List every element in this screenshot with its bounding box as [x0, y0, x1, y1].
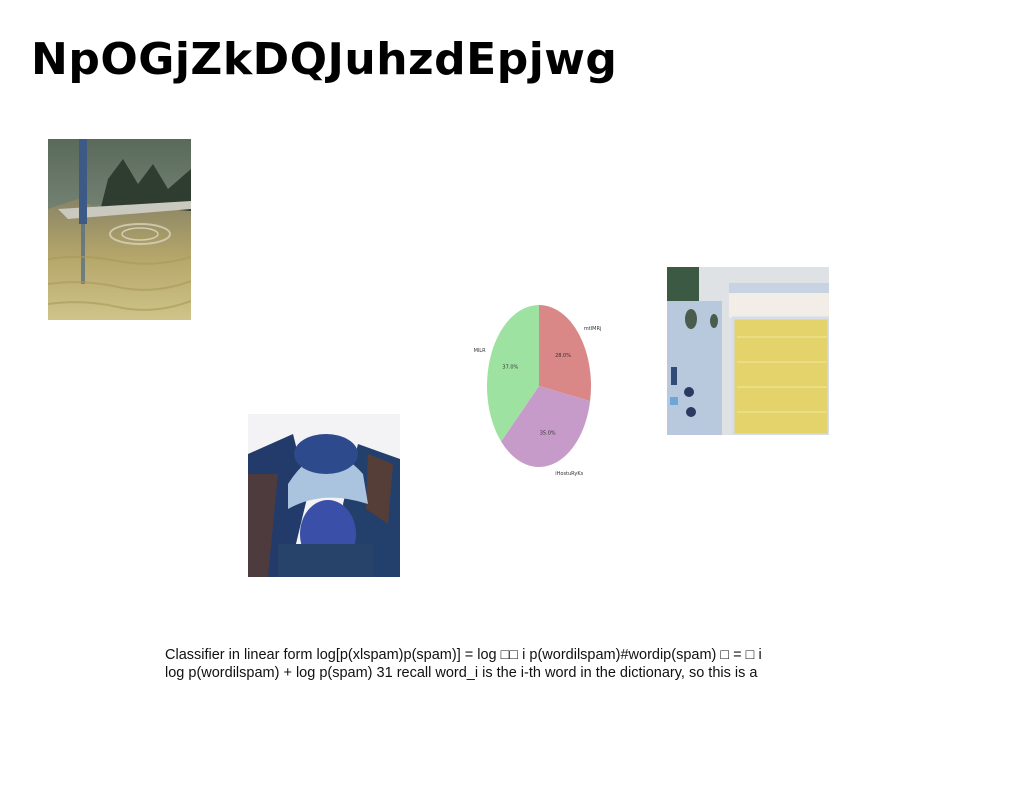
- fountain-pool-photo: [48, 139, 191, 320]
- pie-category-label: iHostuRyKs: [555, 471, 583, 477]
- person-with-hat-photo: [248, 414, 400, 577]
- aerial-pool-photo: [667, 267, 829, 435]
- body-line: Classifier in linear form log[p(xlspam)p…: [165, 647, 762, 663]
- pie-percent-label: 28.0%: [555, 353, 571, 359]
- body-line: log p(wordilspam) + log p(spam) 31 recal…: [165, 665, 758, 681]
- pie-slice: [487, 305, 539, 442]
- pie-percent-label: 37.0%: [502, 365, 518, 371]
- slide-title: NpOGjZkDQJuhzdEpjwg: [31, 34, 618, 85]
- pie-category-label: MlLR: [474, 348, 486, 354]
- pie-category-label: mtIMRj: [584, 326, 601, 332]
- pie-chart: 28.0% mtIMRj 35.0% iHostuRyKs 37.0% MlLR: [466, 296, 616, 480]
- pie-slice: [539, 305, 591, 402]
- body-text: Classifier in linear form log[p(xlspam)p…: [165, 646, 845, 682]
- pie-percent-label: 35.0%: [540, 431, 556, 437]
- pie-slice: [501, 386, 591, 467]
